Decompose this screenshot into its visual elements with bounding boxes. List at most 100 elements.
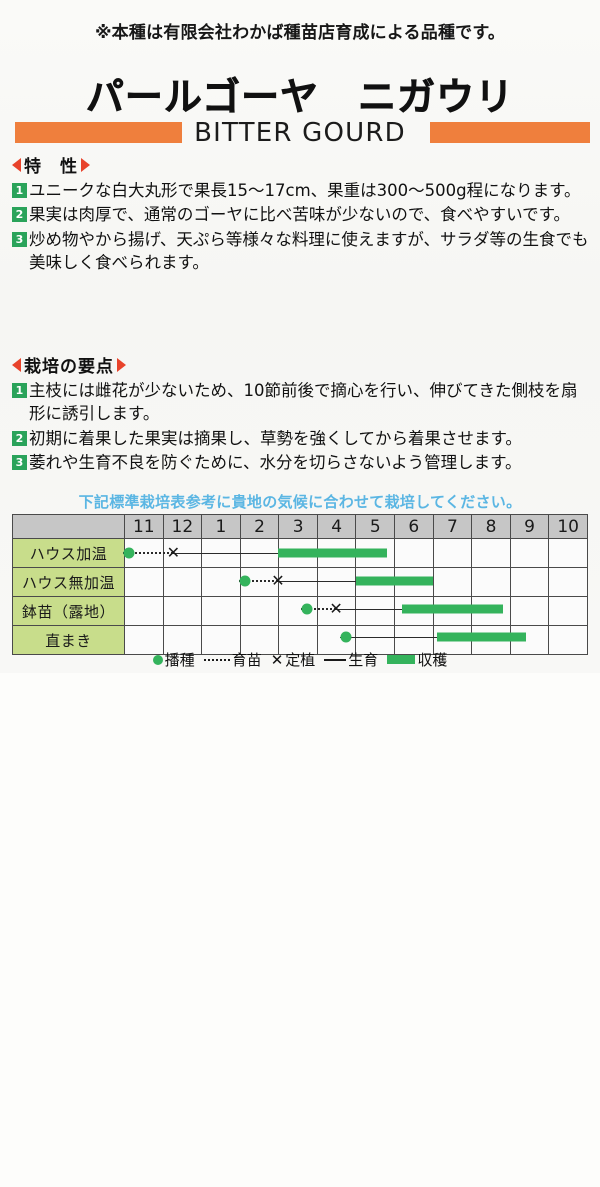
calendar-header-row: 11 12 1 2 3 4 5 6 7 8 9 10 bbox=[12, 514, 588, 539]
calendar-cell bbox=[394, 538, 434, 568]
section-characteristics: 特 性 1 ユニークな白大丸形で果長15〜17cm、果重は300〜500g程にな… bbox=[12, 152, 592, 275]
month-header-3: 3 bbox=[278, 514, 318, 539]
calendar-cell bbox=[432, 596, 473, 626]
item-number-badge: 1 bbox=[12, 383, 27, 398]
calendar-cell bbox=[548, 567, 588, 597]
calendar-cell bbox=[124, 567, 164, 597]
legend-label: 育苗 bbox=[231, 651, 262, 669]
calendar-cell bbox=[509, 567, 550, 597]
month-header-8: 8 bbox=[471, 514, 511, 539]
section-heading-cultivation: 栽培の要点 bbox=[12, 352, 592, 377]
item-number-badge: 2 bbox=[12, 430, 27, 446]
month-header-6: 6 bbox=[394, 514, 434, 539]
green-bar-icon bbox=[387, 655, 416, 664]
legend-item: 育苗 bbox=[203, 649, 262, 670]
list-item: 1 ユニークな白大丸形で果長15〜17cm、果重は300〜500g程になります。 bbox=[12, 179, 592, 202]
row-label: ハウス加温 bbox=[12, 538, 125, 568]
triangle-right-icon bbox=[81, 157, 90, 172]
calendar-cell bbox=[432, 567, 473, 597]
calendar-cell bbox=[471, 596, 511, 626]
calendar-cell bbox=[124, 538, 164, 568]
dotted-line-icon bbox=[203, 658, 230, 661]
page-title: パールゴーヤ ニガウリ bbox=[85, 75, 515, 120]
legend-label: 生育 bbox=[348, 651, 379, 669]
calendar-cell bbox=[509, 538, 550, 568]
calendar-cell bbox=[394, 596, 434, 626]
green-dot-icon bbox=[152, 654, 163, 665]
seed-packet-page: ※本種は有限会社わかば種苗店育成による品種です。 パールゴーヤ ニガウリ BIT… bbox=[0, 23, 600, 670]
item-text: 炒め物やから揚げ、天ぷら等様々な料理に使えますが、サラダ等の生食でも美味しく食べ… bbox=[29, 229, 589, 273]
calendar-cell bbox=[201, 538, 241, 568]
row-label: ハウス無加温 bbox=[12, 567, 125, 597]
month-header-12: 12 bbox=[162, 514, 203, 539]
item-text: 萎れや生育不良を防ぐために、水分を切らさないよう管理します。 bbox=[29, 453, 522, 473]
calendar-cell bbox=[278, 567, 318, 597]
calendar-cell bbox=[548, 596, 588, 626]
calendar-cell bbox=[124, 596, 164, 626]
list-item: 2 初期に着果した果実は摘果し、草勢を強くしてから着果させます。 bbox=[12, 427, 592, 450]
calendar-cell bbox=[509, 596, 550, 626]
list-item: 3 萎れや生育不良を防ぐために、水分を切らさないよう管理します。 bbox=[12, 451, 592, 474]
month-header-4: 4 bbox=[316, 514, 357, 539]
item-number-badge: 3 bbox=[12, 231, 27, 247]
legend-label: 定植 bbox=[285, 651, 316, 669]
item-text: 初期に着果した果実は摘果し、草勢を強くしてから着果させます。 bbox=[29, 428, 522, 448]
calendar-cell bbox=[316, 596, 357, 626]
calendar-cell bbox=[355, 538, 396, 568]
calendar-cell bbox=[471, 567, 511, 597]
breeder-note: ※本種は有限会社わかば種苗店育成による品種です。 bbox=[94, 23, 506, 43]
section-heading-characteristics: 特 性 bbox=[12, 152, 592, 177]
item-text: ユニークな白大丸形で果長15〜17cm、果重は300〜500g程になります。 bbox=[29, 181, 581, 200]
month-header-9: 9 bbox=[509, 514, 550, 539]
item-text: 主枝には雌花が少ないため、10節前後で摘心を行い、伸びてきた側枝を扇形に誘引しま… bbox=[29, 381, 578, 424]
calendar-cell bbox=[162, 567, 203, 597]
month-header-10: 10 bbox=[548, 514, 588, 539]
chart-caption: 下記標準栽培表参考に貴地の気候に合わせて栽培してください。 bbox=[78, 493, 522, 511]
calendar-corner-cell bbox=[12, 514, 125, 539]
legend-item: 生育 bbox=[324, 649, 378, 670]
calendar-cell bbox=[162, 538, 203, 568]
triangle-left-icon bbox=[12, 157, 21, 172]
legend-item: 播種 bbox=[152, 649, 195, 670]
calendar-cell bbox=[316, 567, 357, 597]
solid-line-icon bbox=[324, 658, 347, 661]
calendar-cell bbox=[316, 538, 357, 568]
triangle-left-icon bbox=[12, 357, 21, 372]
calendar-cell bbox=[201, 567, 241, 597]
triangle-right-icon bbox=[117, 357, 126, 372]
section-heading-label: 栽培の要点 bbox=[24, 357, 114, 377]
section-cultivation: 栽培の要点 1 主枝には雌花が少ないため、10節前後で摘心を行い、伸びてきた側枝… bbox=[12, 352, 592, 475]
subtitle-row: BITTER GOURD bbox=[0, 118, 600, 148]
calendar-cell bbox=[355, 596, 396, 626]
list-item: 2 果実は肉厚で、通常のゴーヤに比べ苦味が少ないので、食べやすいです。 bbox=[12, 203, 592, 226]
calendar-cell bbox=[239, 596, 280, 626]
list-item: 3 炒め物やから揚げ、天ぷら等様々な料理に使えますが、サラダ等の生食でも美味しく… bbox=[12, 228, 592, 275]
legend-label: 収穫 bbox=[417, 651, 448, 669]
item-number-badge: 3 bbox=[12, 455, 27, 471]
calendar-cell bbox=[355, 567, 396, 597]
calendar-cell bbox=[239, 567, 280, 597]
calendar-cell bbox=[394, 567, 434, 597]
month-header-1: 1 bbox=[201, 514, 241, 539]
list-item: 1 主枝には雌花が少ないため、10節前後で摘心を行い、伸びてきた側枝を扇形に誘引… bbox=[12, 379, 592, 426]
item-number-badge: 2 bbox=[12, 207, 27, 223]
section-heading-label: 特 性 bbox=[24, 157, 78, 177]
row-label: 鉢苗（露地） bbox=[12, 596, 125, 626]
table-row: ハウス加温 bbox=[12, 538, 588, 568]
calendar-legend: 播種 育苗 ✕ 定植 生育 収穫 bbox=[0, 649, 600, 670]
x-mark-icon: ✕ bbox=[270, 650, 284, 669]
calendar-cell bbox=[548, 538, 588, 568]
table-row: ハウス無加温 bbox=[12, 567, 588, 597]
legend-item: ✕ 定植 bbox=[271, 649, 316, 670]
item-text: 果実は肉厚で、通常のゴーヤに比べ苦味が少ないので、食べやすいです。 bbox=[29, 205, 571, 225]
calendar-cell bbox=[278, 538, 318, 568]
calendar-cell bbox=[278, 596, 318, 626]
page-subtitle-english: BITTER GOURD bbox=[194, 118, 406, 148]
month-header-2: 2 bbox=[239, 514, 280, 539]
month-header-7: 7 bbox=[432, 514, 473, 539]
month-header-5: 5 bbox=[355, 514, 396, 539]
legend-item: 収穫 bbox=[387, 649, 447, 670]
legend-label: 播種 bbox=[164, 651, 195, 669]
calendar-cell bbox=[162, 596, 203, 626]
table-row: 鉢苗（露地） bbox=[12, 596, 588, 626]
